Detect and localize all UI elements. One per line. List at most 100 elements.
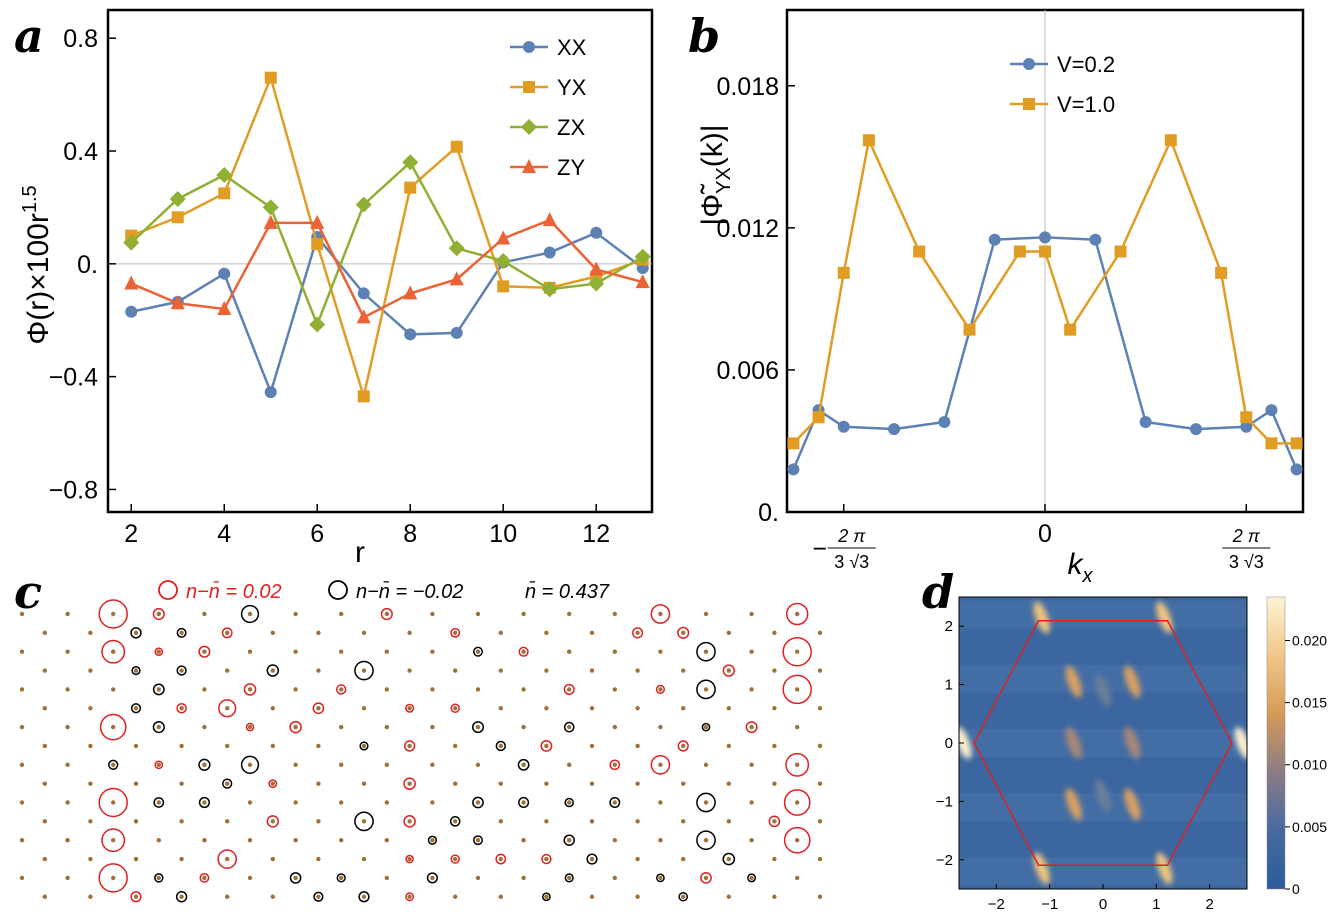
panel-c-site-dot — [498, 630, 503, 636]
panel-c-site-dot — [19, 838, 25, 843]
panel-d-heatmap-image — [959, 597, 1247, 889]
panel-c-site-dot — [88, 894, 93, 899]
panel-c-site-dot — [544, 894, 549, 899]
panel-a-series — [123, 71, 651, 403]
panel-c-site-dot — [567, 724, 572, 730]
panel-c-site-dot — [293, 800, 298, 805]
panel-c-site-dot — [179, 630, 184, 636]
panel-c-deviation-circle — [108, 759, 119, 770]
panel-c-site-dot — [247, 611, 253, 617]
panel-a-point-ZX — [634, 248, 651, 265]
panel-c-site-dot — [339, 687, 344, 692]
panel-c-deviation-circle — [217, 849, 238, 869]
panel-a-point-ZX — [402, 154, 419, 171]
panel-c-deviation-circle — [380, 607, 393, 621]
panel-c-deviation-circle — [266, 664, 280, 677]
panel-c-deviation-circle — [240, 604, 260, 624]
panel-d-hot-spot — [1065, 665, 1082, 698]
panel-c-site-dot — [65, 649, 70, 654]
panel-c-site-dot — [544, 781, 549, 786]
panel-a-point-XX — [264, 386, 277, 399]
panel-c-site-dot — [475, 762, 481, 767]
panel-d-hot-spot — [1065, 726, 1082, 760]
panel-c-deviation-circle — [130, 891, 142, 903]
panel-c-site-dot — [202, 611, 207, 617]
panel-c-site-dot — [19, 611, 25, 617]
panel-c-deviation-circle — [359, 741, 369, 751]
panel-c-site-dot — [111, 724, 116, 730]
panel-c-site-dot — [42, 630, 47, 636]
panel-c-deviation-circle — [101, 639, 126, 664]
panel-c-site-dot — [795, 875, 800, 881]
panel-c-site-dot — [453, 706, 458, 711]
panel-c-site-dot — [817, 781, 823, 786]
panel-a-y-tick-label: −0.4 — [49, 364, 98, 392]
panel-c-site-dot — [749, 800, 754, 805]
panel-c-site-dot — [430, 724, 435, 730]
panel-c-deviation-circle — [175, 891, 188, 903]
panel-c-site-dot — [270, 819, 275, 824]
panel-c-site-dot — [772, 819, 777, 824]
panel-c-site-dot — [772, 781, 777, 786]
panel-c-site-dot — [156, 762, 161, 767]
panel-c-deviation-circle — [358, 891, 370, 903]
panel-a-line-chart: a 2 4 6 8 10 12 0.8 0.4 0. −0.4 −0.8 XX YX ZX ZY r Φ(… — [14, 8, 654, 569]
panel-c-site-dot — [407, 856, 412, 862]
panel-c-site-dot — [88, 630, 93, 636]
panel-c-site-dot — [225, 706, 230, 711]
panel-c-site-dot — [225, 630, 230, 636]
panel-c-deviation-circle — [563, 834, 575, 846]
panel-c-site-dot — [772, 668, 777, 673]
panel-d-y-tick-label: −2 — [936, 852, 953, 869]
panel-c-site-dot — [293, 838, 298, 843]
panel-c-site-dot — [703, 875, 709, 881]
panel-c-site-dot — [202, 800, 207, 805]
panel-c-site-dot — [361, 856, 367, 862]
panel-c-site-dot — [65, 875, 70, 881]
panel-c-site-dot — [453, 668, 458, 673]
panel-c-deviation-circle — [221, 627, 233, 639]
panel-c-site-dot — [65, 687, 70, 692]
panel-c-deviation-circle — [198, 758, 211, 771]
panel-d-hexagon-outline — [973, 619, 1233, 867]
panel-c-site-dot — [749, 838, 754, 843]
panel-c-deviation-circle — [101, 828, 126, 853]
panel-c-site-dot — [817, 668, 823, 673]
panel-c-site-dot — [384, 875, 389, 881]
panel-c-site-dot — [795, 687, 800, 692]
panel-c-site-dot — [544, 819, 549, 824]
panel-c-site-dot — [726, 894, 731, 899]
panel-c-deviation-circle — [266, 815, 280, 828]
panel-c-site-dot — [612, 838, 617, 843]
panel-c-site-dot — [795, 724, 800, 730]
panel-b-legend-label-V=0.2: V=0.2 — [1057, 52, 1115, 77]
panel-c-site-dot — [247, 724, 253, 730]
panel-c-site-dot — [658, 724, 663, 730]
panel-c-deviation-circle — [609, 759, 621, 771]
panel-c-site-dot — [726, 781, 731, 786]
panel-c-site-dot — [407, 743, 412, 749]
panel-c-site-dot — [407, 819, 412, 824]
panel-c-site-dot — [179, 706, 184, 711]
panel-c-deviation-circle — [564, 797, 574, 808]
panel-c-site-dot — [316, 630, 321, 636]
panel-a-legend-marker-YX — [523, 81, 535, 93]
panel-b-x-tick-denominator: 3 √3 — [1229, 552, 1264, 572]
panel-c-site-dot — [795, 800, 800, 805]
panel-b-point-V=1.0 — [1039, 245, 1051, 258]
panel-a-point-ZY — [496, 230, 511, 245]
panel-c-legend-label: n−n̄ = −0.02 — [356, 580, 463, 603]
panel-c-site-dot — [635, 781, 640, 786]
panel-d-ticks: −2 −1 0 1 2 2 1 0 −1 −2 — [936, 618, 1214, 913]
panel-c-site-dot — [202, 838, 207, 843]
panel-c-site-dot — [407, 894, 412, 899]
panel-c-deviation-circle — [677, 626, 690, 639]
panel-c-site-dot — [293, 687, 298, 692]
panel-c-deviation-circle — [650, 604, 671, 624]
panel-d-hot-spot — [1094, 779, 1112, 812]
panel-c-site-dot — [384, 649, 389, 654]
panel-c-site-dot — [339, 875, 344, 881]
panel-c-deviation-circle — [472, 796, 484, 809]
panel-a-point-XX — [450, 326, 463, 339]
panel-c-site-dot — [156, 611, 161, 617]
